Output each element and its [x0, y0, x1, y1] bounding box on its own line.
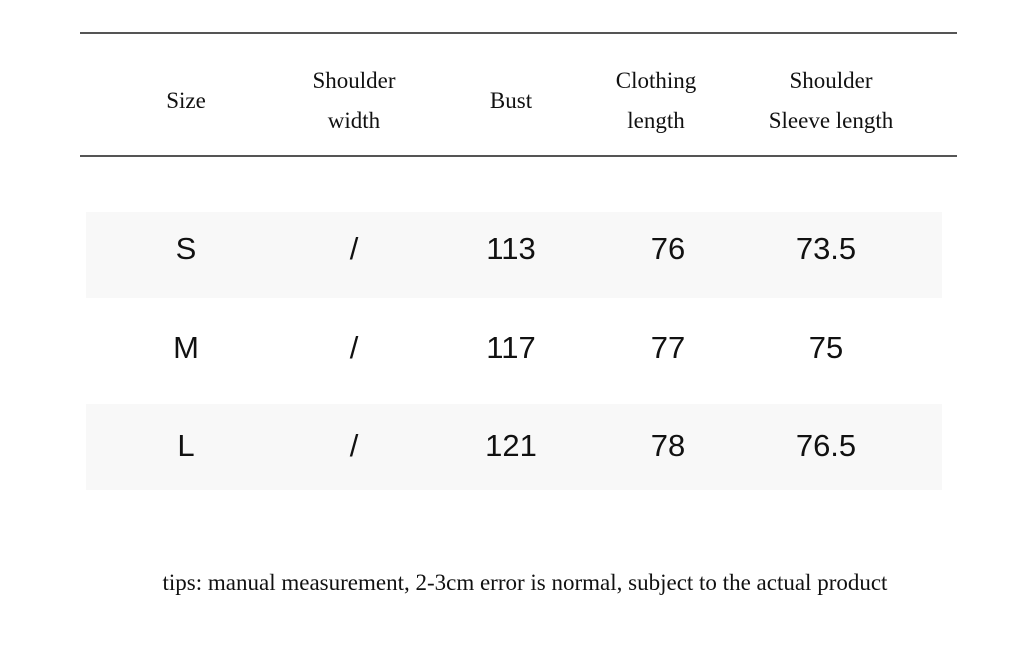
row-band	[86, 404, 942, 490]
header-cell: Clothing length	[616, 61, 697, 141]
tips: tips: manual measurement, 2-3cm error is…	[162, 570, 888, 595]
header-line: Size	[166, 88, 206, 113]
header-cell: Shoulder Sleeve length	[769, 61, 894, 141]
top-rule	[80, 32, 957, 34]
cell: /	[349, 428, 359, 463]
header-line: Clothing	[615, 68, 697, 93]
header-cell: Size	[166, 81, 206, 121]
cell: /	[349, 231, 359, 266]
cell: 76	[650, 231, 686, 266]
header-line: Sleeve length	[768, 108, 894, 133]
cell: M	[173, 330, 199, 365]
cell: 113	[486, 231, 536, 266]
row-band	[86, 212, 942, 298]
header-line: Bust	[489, 88, 533, 113]
header-cell: Shoulder width	[312, 61, 395, 141]
cell: 73.5	[795, 231, 857, 266]
cell: 77	[650, 330, 686, 365]
header-cell: Bust	[490, 81, 532, 121]
cell: 78	[650, 428, 686, 463]
header-rule	[80, 155, 957, 157]
cell: L	[177, 428, 195, 463]
cell: 75	[808, 330, 844, 365]
header-line: Shoulder	[789, 68, 873, 93]
cell: 117	[486, 330, 536, 365]
header-line: length	[627, 108, 685, 133]
cell: 76.5	[795, 428, 857, 463]
header-line: width	[327, 108, 381, 133]
cell: S	[175, 231, 197, 266]
cell: 121	[485, 428, 537, 463]
header-line: Shoulder	[312, 68, 396, 93]
cell: /	[349, 330, 359, 365]
